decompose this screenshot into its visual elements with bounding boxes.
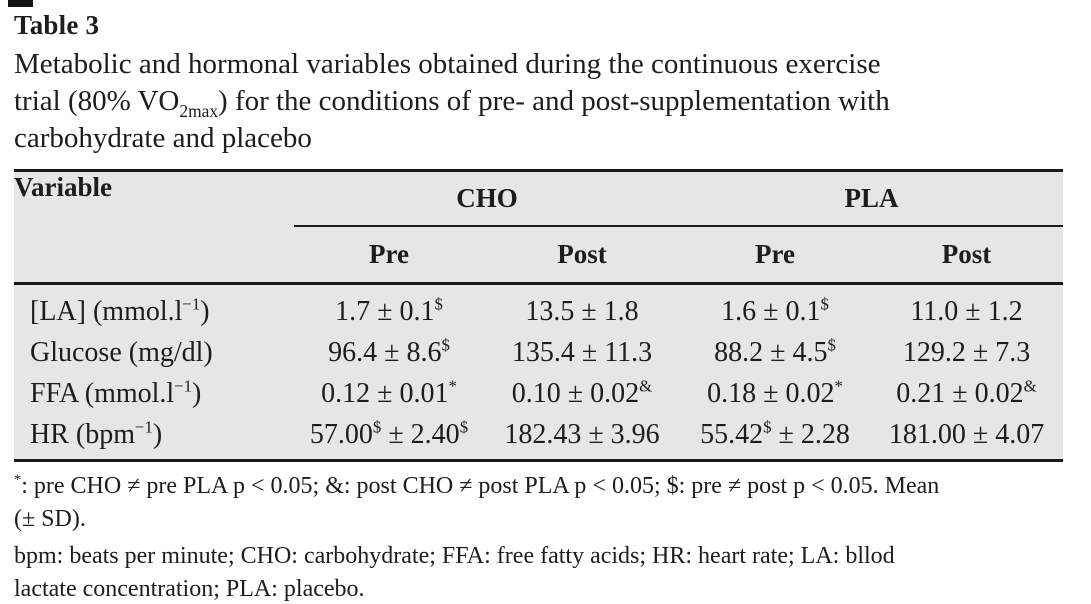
column-header-variable: Variable <box>14 170 294 285</box>
value-cell: 0.18 ± 0.02* <box>707 376 843 409</box>
variable-cell: [LA] (mmol.l−1) <box>30 294 210 327</box>
value-cell: 182.43 ± 3.96 <box>504 418 660 450</box>
column-group-pla: PLA <box>680 170 1064 227</box>
variable-cell: FFA (mmol.l−1) <box>30 376 202 409</box>
caption-line: carbohydrate and placebo <box>14 122 312 154</box>
value-cell: 88.2 ± 4.5$ <box>714 335 836 368</box>
table-row: Glucose (mg/dl) 96.4 ± 8.6$ 135.4 ± 11.3 88… <box>14 332 1063 373</box>
footnote-line: (± SD). <box>14 506 86 532</box>
column-group-cho: CHO <box>294 170 681 227</box>
table-header: Table 3 Metabolic and hormonal variables… <box>0 8 1091 157</box>
value-cell: 0.12 ± 0.01* <box>321 376 457 409</box>
table-row: [LA] (mmol.l−1) 1.7 ± 0.1$ 13.5 ± 1.8 1.6 ±… <box>14 284 1063 333</box>
table-caption: Metabolic and hormonal variables obtaine… <box>14 46 1091 157</box>
sub-header-row: Pre Post Pre Post <box>14 226 1064 285</box>
variable-cell: Glucose (mg/dl) <box>30 336 213 368</box>
footnote-line: lactate concentration; PLA: placebo. <box>14 576 365 602</box>
data-table: Variable CHO PLA Pre Post Pre Post [LA] … <box>14 169 1064 462</box>
value-cell: 57.00$ ± 2.40$ <box>309 417 469 450</box>
footnote-significance: *: pre CHO ≠ pre PLA p < 0.05; &: post C… <box>14 470 1091 536</box>
value-cell: 0.10 ± 0.02& <box>511 376 653 409</box>
caption-line: trial (80% VO2max) for the conditions of… <box>14 85 890 121</box>
column-header-pla-pre: Pre <box>680 226 871 285</box>
value-cell: 13.5 ± 1.8 <box>525 295 639 327</box>
value-cell: 96.4 ± 8.6$ <box>328 335 450 368</box>
group-header-row: Variable CHO PLA <box>14 170 1064 285</box>
footnote-line: bpm: beats per minute; CHO: carbohydrate… <box>14 543 895 569</box>
column-header-cho-pre: Pre <box>294 226 484 285</box>
value-cell: 55.42$ ± 2.28 <box>700 417 850 450</box>
value-cell: 181.00 ± 4.07 <box>888 418 1045 450</box>
footnote-line: *: pre CHO ≠ pre PLA p < 0.05; &: post C… <box>14 472 940 499</box>
table-row: FFA (mmol.l−1) 0.12 ± 0.01* 0.10 ± 0.02& 0.… <box>14 373 1063 414</box>
value-cell: 11.0 ± 1.2 <box>910 295 1023 327</box>
column-header-cho-post: Post <box>484 226 681 285</box>
table-row: HR (bpm−1) 57.00$ ± 2.40$ 182.43 ± 3.96 55.… <box>14 414 1063 461</box>
value-cell: 135.4 ± 11.3 <box>511 336 653 368</box>
caption-line: Metabolic and hormonal variables obtaine… <box>14 48 881 80</box>
footnote-abbreviations: bpm: beats per minute; CHO: carbohydrate… <box>14 540 1091 604</box>
table-number-label: Table 3 <box>14 10 100 40</box>
column-header-pla-post: Post <box>870 226 1064 285</box>
value-cell: 129.2 ± 7.3 <box>902 336 1031 368</box>
value-cell: 1.6 ± 0.1$ <box>721 294 829 327</box>
value-cell: 1.7 ± 0.1$ <box>335 294 443 327</box>
value-cell: 0.21 ± 0.02& <box>896 376 1037 409</box>
scan-artifact-mark <box>8 0 33 7</box>
variable-cell: HR (bpm−1) <box>30 417 163 450</box>
table-body: [LA] (mmol.l−1) 1.7 ± 0.1$ 13.5 ± 1.8 1.6 ±… <box>14 284 1063 461</box>
